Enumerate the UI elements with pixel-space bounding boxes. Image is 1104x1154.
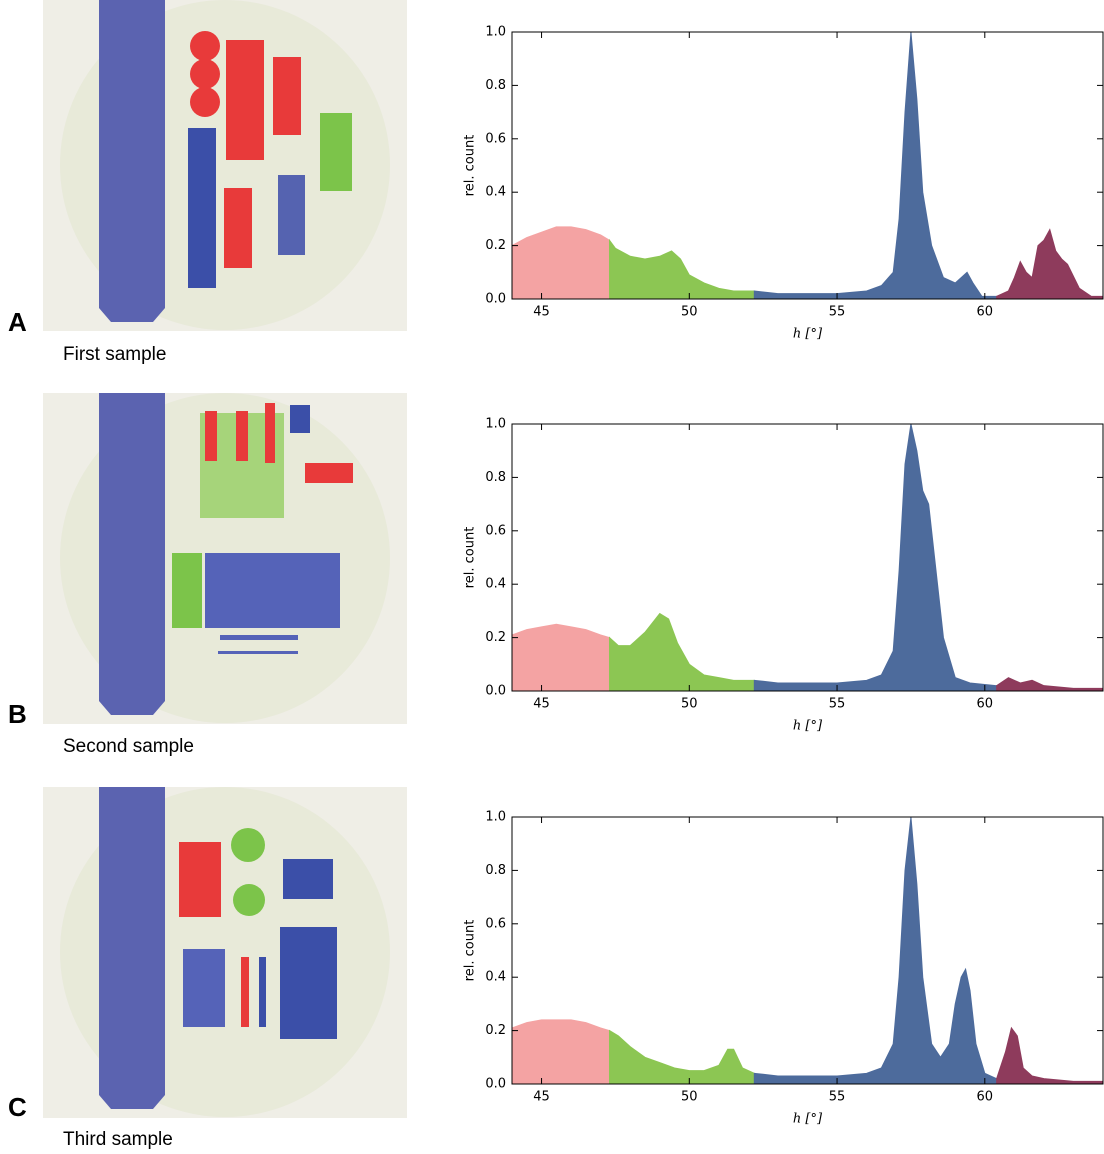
histogram-area [609,238,755,300]
y-tick-label: 0.0 [485,1077,506,1092]
x-tick-label: 55 [829,1090,846,1105]
sample-image [43,0,407,331]
y-tick-label: 0.2 [485,238,506,253]
y-tick-label: 0.6 [485,523,506,538]
x-axis-label: h [°] [793,719,823,734]
histogram-area [996,228,1104,300]
panel-letter: B [8,699,27,729]
x-axis-label: h [°] [793,327,823,342]
histogram-area [753,423,998,692]
x-tick-label: 55 [829,305,846,320]
x-tick-label: 50 [681,697,698,712]
y-tick-label: 1.0 [485,417,506,432]
y-tick-label: 0.0 [485,292,506,307]
y-tick-label: 0.6 [485,131,506,146]
caption: Second sample [63,736,194,757]
plot-frame [511,423,1104,692]
y-axis-label: rel. count [463,527,478,589]
x-tick-label: 60 [977,697,994,712]
y-tick-label: 0.4 [485,970,506,985]
histogram-area [996,677,1104,692]
histogram-area [609,1029,755,1085]
y-tick-label: 0.8 [485,470,506,485]
y-axis-label: rel. count [463,920,478,982]
plot-frame [511,816,1104,1085]
y-tick-label: 0.4 [485,185,506,200]
histogram-area [753,31,998,300]
x-tick-label: 60 [977,305,994,320]
y-tick-label: 0.2 [485,1023,506,1038]
histogram-area [511,623,611,692]
x-tick-label: 50 [681,1090,698,1105]
x-tick-label: 45 [533,697,550,712]
caption: First sample [63,344,166,365]
x-tick-label: 50 [681,305,698,320]
y-tick-label: 0.8 [485,78,506,93]
y-tick-label: 1.0 [485,25,506,40]
x-tick-label: 55 [829,697,846,712]
y-tick-label: 0.8 [485,863,506,878]
histogram-area [511,226,611,300]
y-tick-label: 0.6 [485,916,506,931]
y-axis-label: rel. count [463,135,478,197]
histogram-area [753,816,998,1085]
x-tick-label: 60 [977,1090,994,1105]
x-tick-label: 45 [533,1090,550,1105]
caption: Third sample [63,1129,173,1150]
sample-image [43,393,407,724]
histogram-area [609,612,755,692]
x-axis-label: h [°] [793,1112,823,1127]
histogram-area [996,1026,1104,1085]
plot-frame [511,31,1104,300]
y-tick-label: 0.2 [485,630,506,645]
panel-letter: C [8,1092,27,1122]
histogram-area [511,1019,611,1085]
y-tick-label: 0.4 [485,577,506,592]
x-tick-label: 45 [533,305,550,320]
panel-letter: A [8,307,27,337]
sample-image [43,787,407,1118]
y-tick-label: 1.0 [485,810,506,825]
y-tick-label: 0.0 [485,684,506,699]
